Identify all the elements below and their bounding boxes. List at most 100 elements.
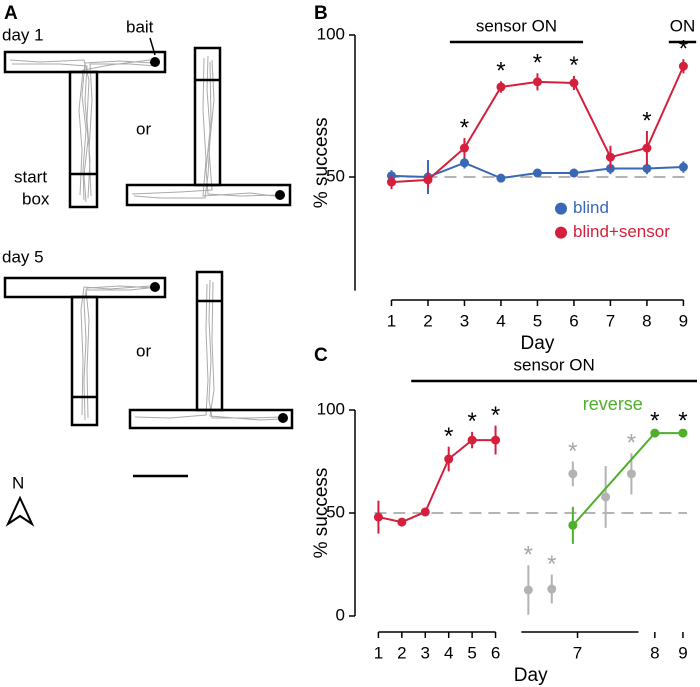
series-line	[378, 439, 496, 524]
data-point	[568, 520, 578, 530]
y-tick-label: 50	[326, 166, 345, 185]
significance-mark: *	[524, 542, 533, 569]
data-point	[532, 77, 542, 87]
data-point	[444, 454, 454, 464]
maze-day5-right	[128, 270, 294, 430]
data-point	[523, 585, 533, 595]
significance-mark: *	[678, 407, 687, 434]
x-axis-label: Day	[514, 665, 548, 686]
x-tick-label: 1	[374, 643, 383, 662]
data-point	[467, 435, 477, 445]
sensor-label: ON	[670, 16, 696, 35]
significance-mark: *	[568, 438, 577, 465]
data-point	[373, 512, 383, 522]
panel: C 0 50 100 % success 1 2 3 4 5 6 7 8 9 Day sensor ON * * *…	[311, 345, 697, 686]
data-point	[386, 177, 396, 187]
data-point	[459, 158, 469, 168]
data-point	[642, 143, 652, 153]
significance-mark: *	[533, 50, 542, 77]
data-point	[678, 61, 688, 71]
significance-mark: *	[444, 423, 453, 450]
significance-mark: *	[569, 52, 578, 79]
legend-marker	[555, 226, 567, 239]
y-tick-label: 100	[317, 24, 345, 43]
day-label: day 5	[2, 247, 44, 266]
significance-mark: *	[496, 58, 505, 85]
x-tick-label: 6	[569, 311, 578, 330]
data-point	[532, 168, 542, 178]
y-axis-label: % success	[311, 468, 332, 559]
data-point	[642, 163, 652, 173]
x-tick-label: 7	[573, 643, 582, 662]
y-tick-label: 0	[336, 605, 345, 624]
day-label: day 1	[2, 25, 44, 44]
panel-label: A	[4, 3, 18, 24]
significance-mark: *	[460, 114, 469, 141]
significance-mark: *	[642, 107, 651, 134]
start-label: start	[14, 167, 47, 186]
data-point	[496, 173, 506, 183]
data-point	[678, 162, 688, 172]
significance-mark: *	[650, 407, 659, 434]
data-point	[459, 143, 469, 153]
x-tick-label: 5	[533, 311, 542, 330]
series-label: reverse	[583, 394, 643, 414]
data-point	[626, 469, 636, 479]
data-point	[547, 584, 557, 594]
bait-label: bait	[126, 17, 154, 36]
y-tick-label: 100	[317, 399, 345, 418]
significance-mark: *	[467, 408, 476, 435]
panel-label: B	[314, 3, 328, 24]
x-tick-label: 4	[444, 643, 453, 662]
x-tick-label: 1	[387, 311, 396, 330]
x-tick-label: 9	[679, 311, 688, 330]
maze-day1-left	[3, 50, 167, 209]
significance-mark: *	[627, 430, 636, 457]
x-tick-label: 7	[606, 311, 615, 330]
or-label: or	[136, 119, 151, 138]
or-label: or	[136, 341, 151, 360]
north-arrow	[5, 495, 35, 527]
significance-mark: *	[491, 402, 500, 429]
significance-mark: *	[679, 35, 688, 62]
legend-label: blind	[573, 198, 609, 217]
x-tick-label: 8	[642, 311, 651, 330]
data-point	[423, 175, 433, 185]
x-tick-label: 3	[460, 311, 469, 330]
data-point	[397, 517, 407, 527]
maze-day1-right	[125, 46, 292, 207]
x-tick-label: 9	[678, 643, 687, 662]
maze-day5-left	[3, 276, 167, 427]
x-tick-label: 8	[650, 643, 659, 662]
data-point	[568, 469, 578, 479]
x-tick-label: 3	[421, 643, 430, 662]
legend-label: blind+sensor	[573, 222, 670, 241]
panel-a: A day 1 bait start box or day 5	[2, 3, 294, 527]
y-tick-label: 50	[326, 502, 345, 521]
sensor-label: sensor ON	[476, 16, 557, 35]
data-point	[420, 507, 430, 517]
x-tick-label: 6	[491, 643, 500, 662]
data-point	[650, 428, 660, 438]
data-point	[569, 78, 579, 88]
data-point	[491, 435, 501, 445]
significance-mark: *	[547, 551, 556, 578]
x-axis-label: Day	[521, 333, 555, 354]
x-tick-label: 4	[496, 311, 505, 330]
data-point	[605, 152, 615, 162]
sensor-label: sensor ON	[513, 355, 594, 374]
data-point	[601, 492, 611, 502]
y-axis-label: % success	[311, 117, 332, 208]
north-label: N	[12, 473, 24, 492]
data-point	[496, 82, 506, 92]
panel-label: C	[314, 345, 328, 366]
x-tick-label: 2	[397, 643, 406, 662]
x-tick-label: 2	[423, 311, 432, 330]
data-point	[678, 428, 688, 438]
legend-marker	[555, 202, 567, 215]
x-tick-label: 5	[467, 643, 476, 662]
data-point	[569, 168, 579, 178]
box-label: box	[22, 189, 50, 208]
